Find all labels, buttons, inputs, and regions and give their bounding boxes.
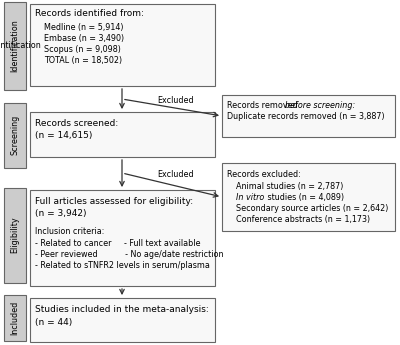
Text: Records excluded:: Records excluded:: [227, 170, 301, 179]
Text: (n = 44): (n = 44): [35, 318, 72, 327]
Text: Records identified from:: Records identified from:: [35, 9, 144, 18]
Text: - Related to cancer     - Full text available: - Related to cancer - Full text availabl…: [35, 239, 200, 248]
Text: Identification: Identification: [10, 20, 20, 72]
Text: Full articles assessed for eligibility:: Full articles assessed for eligibility:: [35, 197, 193, 206]
Text: Animal studies (n = 2,787): Animal studies (n = 2,787): [236, 182, 343, 191]
Text: - Related to sTNFR2 levels in serum/plasma: - Related to sTNFR2 levels in serum/plas…: [35, 261, 210, 270]
Text: TOTAL (n = 18,502): TOTAL (n = 18,502): [44, 56, 122, 65]
Text: Excluded: Excluded: [157, 170, 194, 179]
Text: Inclusion criteria:: Inclusion criteria:: [35, 227, 104, 236]
Text: Screening: Screening: [10, 115, 20, 155]
Text: Excluded: Excluded: [157, 96, 194, 105]
Bar: [4, 295, 26, 341]
Bar: [4, 188, 26, 283]
Text: Conference abstracts (n = 1,173): Conference abstracts (n = 1,173): [236, 215, 370, 224]
Bar: [30, 298, 215, 342]
Bar: [4, 103, 26, 168]
Text: studies (n = 4,089): studies (n = 4,089): [265, 193, 344, 202]
Bar: [4, 2, 26, 90]
Text: Identification: Identification: [0, 41, 41, 50]
Bar: [30, 4, 215, 86]
Text: before screening:: before screening:: [285, 101, 355, 110]
Bar: [222, 163, 395, 231]
Text: - Peer reviewed           - No age/date restriction: - Peer reviewed - No age/date restrictio…: [35, 250, 224, 259]
Text: Records removed: Records removed: [227, 101, 300, 110]
Text: Medline (n = 5,914): Medline (n = 5,914): [44, 23, 124, 32]
Text: (n = 14,615): (n = 14,615): [35, 131, 92, 140]
Text: Records screened:: Records screened:: [35, 119, 118, 128]
Text: Scopus (n = 9,098): Scopus (n = 9,098): [44, 45, 121, 54]
Bar: [30, 112, 215, 157]
Text: Eligibility: Eligibility: [10, 217, 20, 253]
Text: Embase (n = 3,490): Embase (n = 3,490): [44, 34, 124, 43]
Text: Secondary source articles (n = 2,642): Secondary source articles (n = 2,642): [236, 204, 388, 213]
Bar: [30, 190, 215, 286]
Text: (n = 3,942): (n = 3,942): [35, 209, 86, 218]
Text: Included: Included: [10, 301, 20, 335]
Text: In vitro: In vitro: [236, 193, 264, 202]
Text: Duplicate records removed (n = 3,887): Duplicate records removed (n = 3,887): [227, 112, 385, 121]
Bar: [222, 95, 395, 137]
Text: Studies included in the meta-analysis:: Studies included in the meta-analysis:: [35, 305, 209, 314]
